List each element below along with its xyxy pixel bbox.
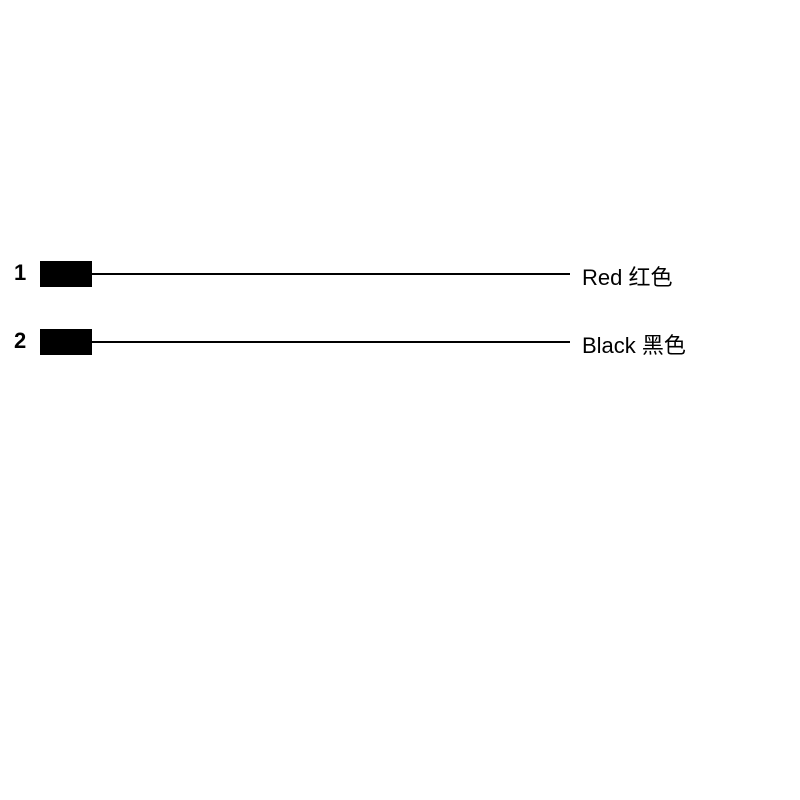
pin-number: 2 [14, 328, 26, 354]
connector-block [40, 329, 92, 355]
wiring-diagram: 1 Red 红色 2 Black 黑色 [0, 0, 800, 800]
pin-number: 1 [14, 260, 26, 286]
wire-label: Red 红色 [582, 260, 672, 292]
connector-block [40, 261, 92, 287]
wire-label: Black 黑色 [582, 328, 686, 360]
wire-line [92, 273, 570, 275]
wire-line [92, 341, 570, 343]
